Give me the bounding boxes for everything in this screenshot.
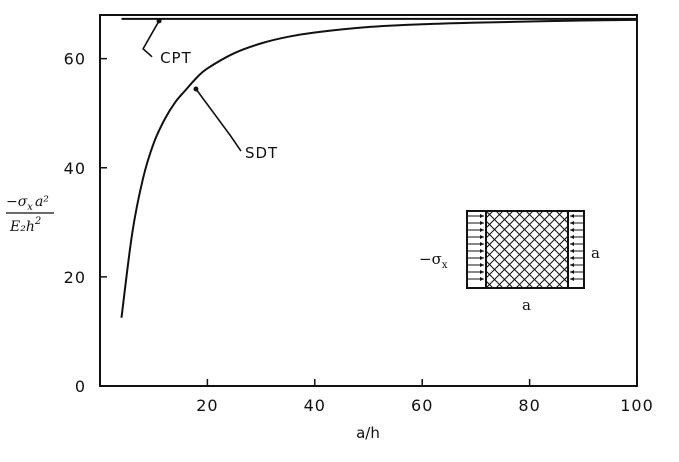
load-arrowhead-right <box>570 228 574 232</box>
load-arrowhead-right <box>570 249 574 253</box>
x-tick-label-40: 40 <box>304 396 326 415</box>
x-axis-label: a/h <box>356 424 380 442</box>
hatch-line <box>646 211 679 288</box>
x-tick-label-80: 80 <box>518 396 540 415</box>
load-arrowhead-left <box>480 242 484 246</box>
y-label-sub: x <box>27 202 33 213</box>
y-axis-ticks: 0 20 40 60 <box>64 50 107 396</box>
hatch-line <box>576 211 653 288</box>
y-tick-label-0: 0 <box>75 377 86 396</box>
inset-plate <box>466 210 585 289</box>
hatch-line <box>505 225 568 288</box>
load-arrowhead-left <box>480 228 484 232</box>
hatch-line <box>515 235 568 288</box>
hatch-line <box>486 211 514 239</box>
hatch-line <box>596 211 673 288</box>
y-tick-label-40: 40 <box>64 159 86 178</box>
hatch-line <box>486 260 514 288</box>
hatch-line <box>616 211 679 288</box>
hatch-line <box>606 211 679 288</box>
series-layer <box>120 17 638 318</box>
y-tick-label-20: 20 <box>64 268 86 287</box>
load-arrowhead-left <box>480 263 484 267</box>
plot-frame <box>99 14 638 387</box>
hatch-line <box>486 211 544 269</box>
hatch-line <box>596 211 673 288</box>
load-arrowhead-left <box>480 277 484 281</box>
hatch-line <box>486 270 504 288</box>
load-arrowhead-left <box>480 249 484 253</box>
load-arrowhead-left <box>480 270 484 274</box>
inset-load-arrows-right <box>570 214 583 281</box>
load-arrowhead-left <box>480 214 484 218</box>
hatch-line <box>636 211 679 288</box>
svg-text:E₂h2: E₂h2 <box>9 216 41 235</box>
load-arrowhead-right <box>570 277 574 281</box>
load-arrowhead-right <box>570 242 574 246</box>
inset-load-sub: x <box>442 260 448 271</box>
hatch-line <box>616 211 679 288</box>
load-arrowhead-right <box>570 256 574 260</box>
inset-plate-core <box>485 210 569 289</box>
y-axis-label: −σx a² E₂h2 <box>6 194 54 235</box>
series-line-sdt <box>120 18 638 318</box>
cpt-leader-line <box>142 20 160 58</box>
hatch-line <box>626 211 679 288</box>
hatch-line <box>545 211 568 234</box>
load-arrowhead-left <box>480 235 484 239</box>
hatch-line <box>495 215 568 288</box>
hatch-line <box>576 211 653 288</box>
inset-load-sigma: −σ <box>419 250 442 268</box>
hatch-line <box>636 211 679 288</box>
hatch-line <box>486 211 554 279</box>
load-arrowhead-right <box>570 221 574 225</box>
hatch-line <box>486 211 504 229</box>
hatch-line <box>535 255 568 288</box>
svg-text:−σx: −σx <box>419 250 448 271</box>
y-label-denominator-sup: 2 <box>34 216 41 227</box>
y-label-num-rest: a² <box>35 194 49 210</box>
x-tick-label-60: 60 <box>411 396 433 415</box>
hatch-line <box>606 211 679 288</box>
hatch-line <box>486 211 524 249</box>
inset-diagram: −σx a a <box>419 210 679 314</box>
load-arrowhead-right <box>570 263 574 267</box>
hatch-line <box>525 245 568 288</box>
inset-crosshatch <box>486 211 679 288</box>
annotation-sdt: SDT <box>245 144 278 162</box>
y-tick-label-60: 60 <box>64 50 86 69</box>
x-tick-label-20: 20 <box>196 396 218 415</box>
hatch-line <box>486 250 524 288</box>
annotation-cpt: CPT <box>160 49 192 67</box>
load-arrowhead-right <box>570 270 574 274</box>
x-tick-label-100: 100 <box>620 396 654 415</box>
sdt-leader-line <box>195 88 242 152</box>
annotation-layer: CPT SDT <box>142 18 278 162</box>
inset-bottom-label: a <box>522 296 531 314</box>
hatch-line <box>535 211 568 244</box>
x-axis-ticks: 20 40 60 80 100 <box>196 379 654 415</box>
y-label-denominator: E₂h <box>9 219 35 235</box>
y-label-sigma: −σ <box>6 194 28 210</box>
hatch-line <box>626 211 679 288</box>
hatch-line <box>656 211 679 288</box>
hatch-line <box>486 211 534 259</box>
inset-side-label: a <box>591 244 600 262</box>
hatch-line <box>666 211 679 288</box>
load-arrowhead-left <box>480 256 484 260</box>
hatch-line <box>666 211 679 288</box>
load-arrowhead-left <box>480 221 484 225</box>
hatch-line <box>545 265 568 288</box>
load-arrowhead-right <box>570 235 574 239</box>
load-arrowhead-right <box>570 214 574 218</box>
hatch-line <box>646 211 679 288</box>
hatch-line <box>486 211 564 288</box>
inset-load-arrows-left <box>468 214 484 281</box>
hatch-line <box>656 211 679 288</box>
